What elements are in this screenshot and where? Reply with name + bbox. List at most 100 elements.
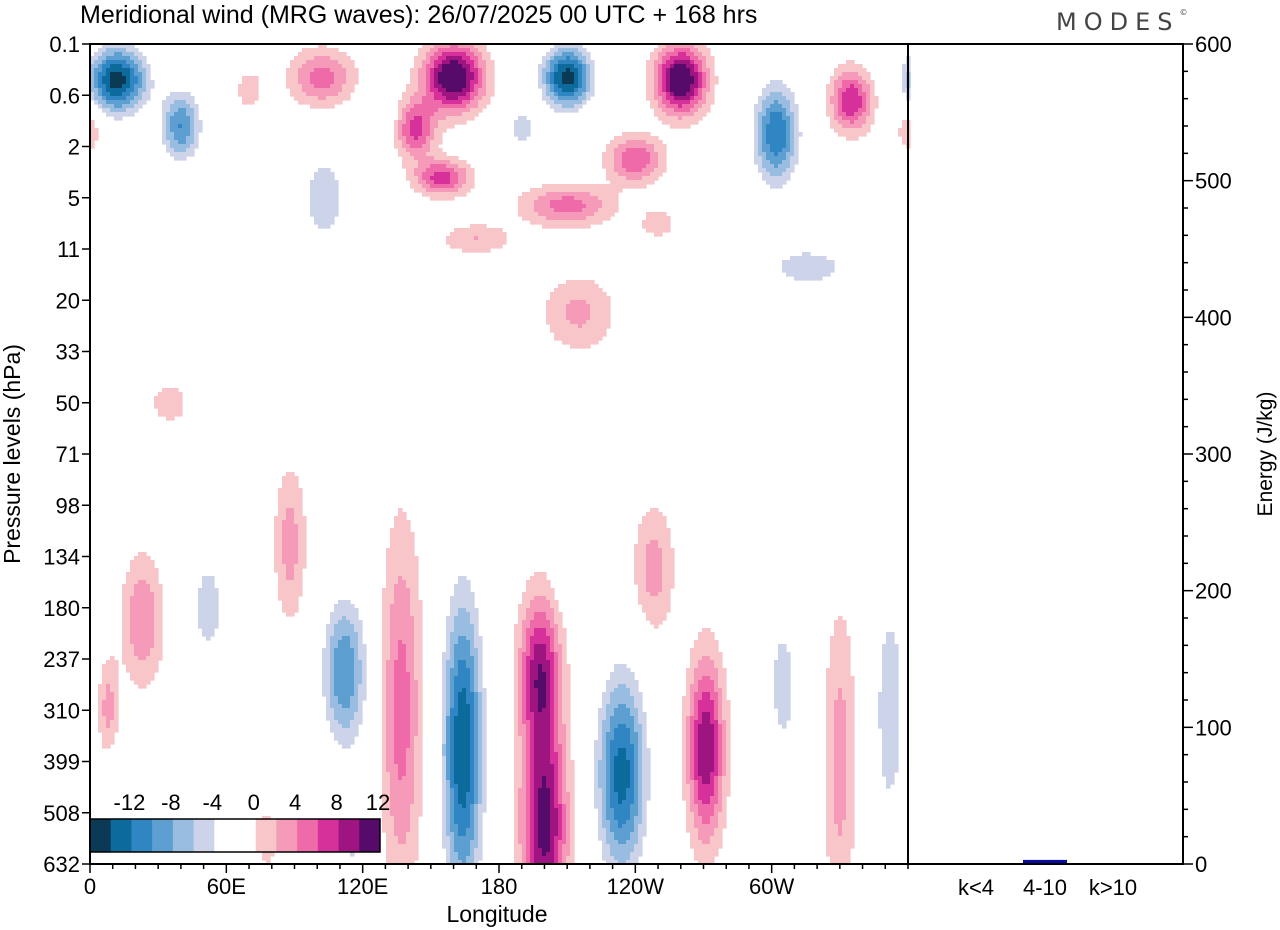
heatmap-cell xyxy=(638,716,647,721)
heatmap-cell xyxy=(262,852,275,857)
heatmap-cell xyxy=(546,784,555,789)
heatmap-cell xyxy=(622,132,651,137)
heatmap-cell xyxy=(870,112,875,117)
heatmap-cell xyxy=(558,692,563,697)
heatmap-cell xyxy=(458,792,467,797)
heatmap-cell xyxy=(686,688,691,693)
heatmap-cell xyxy=(470,680,475,685)
heatmap-cell xyxy=(614,164,623,169)
heatmap-cell xyxy=(834,72,843,77)
heatmap-cell xyxy=(442,720,447,725)
heatmap-cell xyxy=(826,96,831,101)
heatmap-cell xyxy=(414,672,423,677)
heatmap-cell xyxy=(786,152,795,157)
heatmap-cell xyxy=(722,708,731,713)
heatmap-cell xyxy=(538,676,547,681)
heatmap-cell xyxy=(426,72,431,77)
heatmap-cell xyxy=(418,176,423,181)
heatmap-cell xyxy=(722,776,731,781)
heatmap-cell xyxy=(478,736,483,741)
heatmap-cell xyxy=(558,668,563,673)
heatmap-cell xyxy=(722,744,727,749)
heatmap-cell xyxy=(418,724,423,729)
heatmap-cell xyxy=(842,108,859,113)
heatmap-cell xyxy=(570,840,575,845)
heatmap-cell xyxy=(530,760,535,765)
heatmap-cell xyxy=(542,224,591,229)
heatmap-cell xyxy=(106,724,111,729)
heatmap-cell xyxy=(478,780,483,785)
heatmap-cell xyxy=(106,660,119,665)
heatmap-cell xyxy=(386,568,419,573)
heatmap-cell xyxy=(642,724,647,729)
heatmap-cell xyxy=(414,780,423,785)
heatmap-cell xyxy=(622,152,651,157)
heatmap-cell xyxy=(514,132,531,137)
heatmap-cell xyxy=(694,104,703,109)
heatmap-cell xyxy=(550,620,555,625)
heatmap-cell xyxy=(138,552,147,557)
heatmap-cell xyxy=(458,640,471,645)
heatmap-cell xyxy=(354,676,363,681)
heatmap-cell xyxy=(526,608,555,613)
heatmap-cell xyxy=(434,64,439,69)
heatmap-cell xyxy=(474,812,479,817)
heatmap-cell xyxy=(298,536,307,541)
heatmap-cell xyxy=(334,680,355,685)
heatmap-cell xyxy=(558,724,567,729)
heatmap-cell xyxy=(110,688,119,693)
heatmap-cell xyxy=(406,656,415,661)
heatmap-cell xyxy=(126,76,131,81)
heatmap-cell xyxy=(714,752,719,757)
heatmap-cell xyxy=(626,140,647,145)
heatmap-cell xyxy=(474,776,479,781)
heatmap-cell xyxy=(130,568,159,573)
heatmap-cell xyxy=(530,812,535,817)
heatmap-cell xyxy=(786,140,791,145)
heatmap-cell xyxy=(586,80,591,85)
y-tick-label: 399 xyxy=(43,750,80,775)
heatmap-cell xyxy=(522,752,527,757)
heatmap-cell xyxy=(358,652,367,657)
heatmap-cell xyxy=(386,584,395,589)
heatmap-cell xyxy=(554,84,559,89)
heatmap-cell xyxy=(514,752,523,757)
heatmap-cell xyxy=(710,696,719,701)
heatmap-cell xyxy=(334,708,359,713)
heatmap-cell xyxy=(570,800,575,805)
heatmap-cell xyxy=(794,152,799,157)
heatmap-cell xyxy=(478,76,483,81)
heatmap-cell xyxy=(474,664,479,669)
heatmap-cell xyxy=(430,164,447,169)
heatmap-cell xyxy=(526,772,531,777)
heatmap-cell xyxy=(582,80,587,85)
heatmap-cell xyxy=(334,736,355,741)
heatmap-cell xyxy=(642,760,651,765)
heatmap-cell xyxy=(658,52,667,57)
heatmap-cell xyxy=(430,84,435,89)
heatmap-cell xyxy=(386,740,395,745)
heatmap-cell xyxy=(530,732,535,737)
heatmap-cell xyxy=(834,788,847,793)
heatmap-cell xyxy=(522,676,527,681)
heatmap-cell xyxy=(446,780,451,785)
heatmap-cell xyxy=(534,792,539,797)
heatmap-cell xyxy=(454,676,471,681)
heatmap-cell xyxy=(478,676,483,681)
heatmap-cell xyxy=(530,836,535,841)
heatmap-cell xyxy=(638,836,643,841)
heatmap-cell xyxy=(162,388,179,393)
heatmap-cell xyxy=(450,844,455,849)
heatmap-cell xyxy=(174,156,187,161)
heatmap-cell xyxy=(766,156,787,161)
heatmap-cell xyxy=(526,704,531,709)
heatmap-cell xyxy=(630,688,639,693)
heatmap-cell xyxy=(310,184,339,189)
heatmap-cell xyxy=(726,752,731,757)
heatmap-cell xyxy=(610,740,631,745)
heatmap-cell xyxy=(126,108,139,113)
heatmap-cell xyxy=(466,104,479,109)
heatmap-cell xyxy=(394,132,399,137)
heatmap-cell xyxy=(330,68,347,73)
heatmap-cell xyxy=(450,604,475,609)
